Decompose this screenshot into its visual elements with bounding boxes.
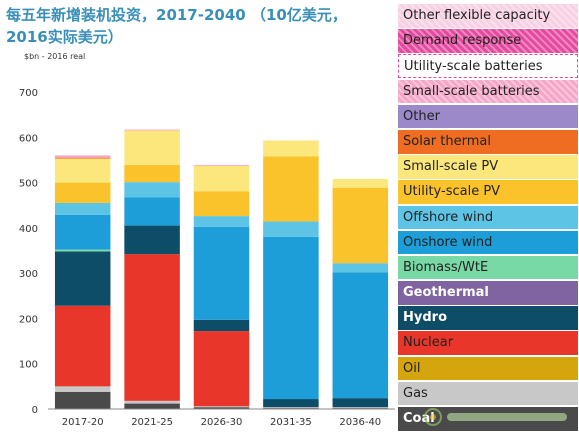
bar-segment-small-scale-pv: [54, 158, 111, 183]
bar-segment-small-scale-batteries: [54, 155, 111, 158]
bar-segment-hydro: [124, 225, 180, 255]
bar-segment-onshore-wind: [332, 272, 389, 399]
stacked-bar-chart: 0 100 200 300 400 500 600 700 2017-20 2021-25 2026…: [19, 88, 395, 428]
bar-segment-biomass-wte: [54, 249, 111, 252]
bar-segment-offshore-wind: [54, 202, 111, 215]
bar-segment-gas: [124, 400, 180, 404]
bar-segment-hydro: [193, 319, 250, 332]
bar-segment-gas: [332, 407, 389, 409]
bar-segment-utility-scale-pv: [332, 188, 389, 264]
y-tick-label: 0: [32, 405, 38, 416]
x-tick-label: 2026-30: [201, 417, 243, 428]
y-tick-label: 700: [19, 88, 38, 99]
bar-segment-small-scale-pv: [124, 130, 180, 165]
y-tick-label: 100: [19, 360, 38, 371]
bar-segment-nuclear: [193, 331, 250, 407]
legend-item-small-scale-pv: Small-scale PV: [398, 155, 578, 179]
x-tick-label: 2021-25: [131, 417, 173, 428]
y-axis-unit-label: $bn - 2016 real: [24, 52, 86, 61]
legend-item-utility-scale-pv: Utility-scale PV: [398, 180, 578, 204]
bar-segment-utility-scale-pv: [263, 156, 319, 222]
bar-segment-nuclear: [124, 254, 180, 401]
bar-segment-onshore-wind: [193, 226, 250, 320]
bar-segment-hydro: [54, 251, 111, 306]
y-tick-label: 300: [19, 269, 38, 280]
bar-segment-onshore-wind: [124, 197, 180, 226]
legend-item-biomass-wte: Biomass/WtE: [398, 255, 578, 280]
legend-item-onshore-wind: Onshore wind: [398, 230, 578, 255]
legend-item-small-scale-batteries: Small-scale batteries: [398, 79, 578, 104]
bar-segment-small-scale-pv: [193, 165, 250, 192]
chart-title: 每五年新增装机投资，2017-2040 （10亿美元， 2016实际美元）: [6, 4, 401, 48]
bar-segment-offshore-wind: [332, 263, 389, 273]
bar-segment-utility-scale-pv: [193, 191, 250, 217]
bar-segment-coal: [54, 391, 111, 409]
bar-segment-gas: [193, 406, 250, 408]
bar-segment-coal: [124, 403, 180, 409]
bar-segment-utility-scale-pv: [54, 182, 111, 203]
x-tick-label: 2017-20: [62, 417, 104, 428]
legend-item-gas: Gas: [398, 381, 578, 406]
bar-segment-offshore-wind: [193, 216, 250, 227]
legend-item-nuclear: Nuclear: [398, 331, 578, 356]
legend-item-solar-thermal: Solar thermal: [398, 129, 578, 154]
bar-segment-offshore-wind: [263, 221, 319, 237]
chart-legend: Other flexible capacity Demand response Ut…: [398, 4, 578, 432]
y-tick-label: 500: [19, 179, 38, 190]
bar-segment-small-scale-pv: [263, 140, 319, 157]
y-tick-label: 200: [19, 314, 38, 325]
legend-item-oil: Oil: [398, 356, 578, 381]
legend-item-hydro: Hydro: [398, 306, 578, 330]
legend-item-offshore-wind: Offshore wind: [398, 205, 578, 230]
bar-segment-hydro: [332, 398, 389, 408]
legend-item-other: Other: [398, 104, 578, 129]
bar-segment-gas: [263, 407, 319, 409]
bar-segment-offshore-wind: [124, 182, 180, 198]
bar-segment-coal: [193, 407, 250, 409]
chart-title-line-1: 每五年新增装机投资，2017-2040 （10亿美元，: [6, 6, 347, 24]
x-tick-label: 2031-35: [270, 417, 312, 428]
bar-segment-small-scale-batteries: [193, 164, 250, 166]
bar-segment-solar-thermal: [54, 157, 111, 159]
bar-segment-onshore-wind: [263, 236, 319, 400]
bar-segment-small-scale-pv: [332, 178, 389, 189]
x-tick-label: 2036-40: [339, 417, 381, 428]
legend-item-utility-scale-batteries: Utility-scale batteries: [398, 54, 578, 78]
chart-title-line-2: 2016实际美元）: [6, 28, 123, 46]
legend-item-other-flexible-capacity: Other flexible capacity: [398, 4, 578, 28]
watermark-logo: [424, 408, 567, 426]
y-tick-label: 400: [19, 224, 38, 235]
bar-segment-hydro: [263, 399, 319, 408]
y-tick-label: 600: [19, 133, 38, 144]
bar-segment-utility-scale-pv: [124, 164, 180, 183]
bar-segment-small-scale-batteries: [124, 129, 180, 131]
bar-segment-onshore-wind: [54, 214, 111, 250]
bar-segment-gas: [54, 386, 111, 392]
legend-item-geothermal: Geothermal: [398, 281, 578, 305]
bar-segment-nuclear: [54, 305, 111, 387]
legend-item-demand-response: Demand response: [398, 29, 578, 53]
